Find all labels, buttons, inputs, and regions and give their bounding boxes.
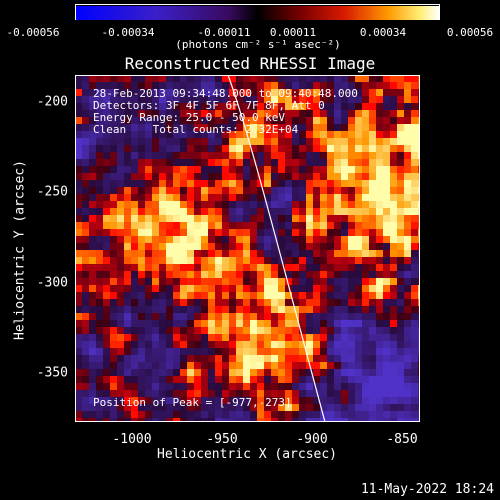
colorbar-tick: 0.00034 xyxy=(359,26,407,39)
colorbar-unit-label: (photons cm⁻² s⁻¹ asec⁻²) xyxy=(175,38,341,51)
method-counts-text: Clean Total counts: 2.32E+04 xyxy=(93,123,299,136)
time-range-text: 28-Feb-2013 09:34:48.000 to 09:40:48.000 xyxy=(93,87,358,100)
detectors-text: Detectors: 3F 4F 5F 6F 7F 8F, Att 0 xyxy=(93,99,325,112)
y-tick-label: -250 xyxy=(36,184,68,200)
energy-range-text: Energy Range: 25.0 - 50.0 keV xyxy=(93,111,286,124)
colorbar-tick: 0.00056 xyxy=(446,26,494,39)
x-axis-label: Heliocentric X (arcsec) xyxy=(156,447,338,462)
x-tick-label: -1000 xyxy=(112,432,152,447)
x-tick-label: -850 xyxy=(386,432,418,447)
colorbar xyxy=(75,4,440,20)
colorbar-tick: -0.00034 xyxy=(101,26,155,39)
x-tick-label: -900 xyxy=(296,432,328,447)
plot-timestamp: 11-May-2022 18:24 xyxy=(360,482,494,497)
y-tick-label: -200 xyxy=(36,94,68,110)
image-title: Reconstructed RHESSI Image xyxy=(124,54,376,73)
colorbar-tick: -0.00011 xyxy=(197,26,251,39)
solar-limb-line xyxy=(227,75,326,422)
colorbar-tick: -0.00056 xyxy=(6,26,60,39)
y-tick-label: -350 xyxy=(36,365,68,381)
x-tick-label: -950 xyxy=(206,432,238,447)
colorbar-gradient xyxy=(76,6,439,20)
y-axis-label: Heliocentric Y (arcsec) xyxy=(12,159,28,341)
y-tick-label: -300 xyxy=(36,275,68,291)
peak-position-text: Position of Peak = [-977,-273] xyxy=(93,396,292,409)
colorbar-tick: 0.00011 xyxy=(269,26,317,39)
